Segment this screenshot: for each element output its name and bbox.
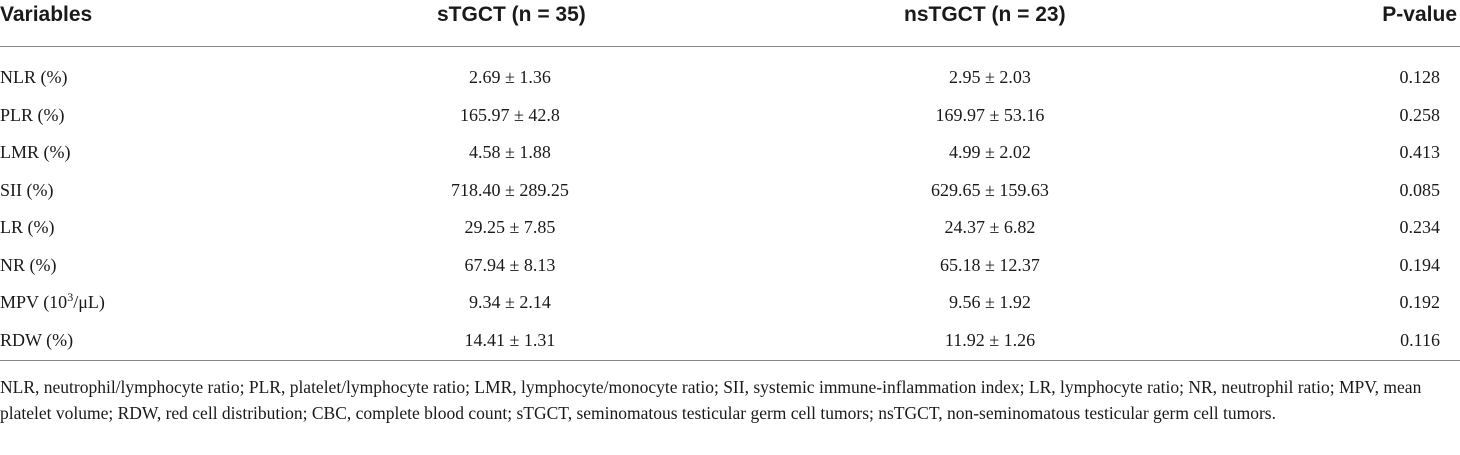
header-pvalue: P-value (1382, 3, 1457, 26)
data-table: Variables sTGCT (n = 35) nsTGCT (n = 23)… (0, 0, 1460, 359)
cell-pvalue: 0.116 (1400, 329, 1440, 350)
table-footnote: NLR, neutrophil/lymphocyte ratio; PLR, p… (0, 377, 1422, 423)
cell-pvalue: 0.234 (1399, 217, 1441, 237)
cell-stgct: 9.34 ± 2.14 (469, 292, 551, 312)
cell-nstgct: 169.97 ± 53.16 (935, 104, 1045, 125)
cell-variable: LMR (%) (0, 142, 71, 162)
cell-variable: NLR (%) (0, 67, 68, 87)
cell-nstgct: 4.99 ± 2.02 (949, 142, 1031, 162)
cell-nstgct: 629.65 ± 159.63 (931, 179, 1049, 200)
table-row: NR (%) 67.94 ± 8.13 65.18 ± 12.37 0.194 (0, 247, 1460, 285)
header-nstgct: nsTGCT (n = 23) (904, 3, 1066, 26)
cell-stgct: 67.94 ± 8.13 (464, 254, 556, 275)
cell-nstgct: 11.92 ± 1.26 (944, 329, 1036, 350)
table-row: LMR (%) 4.58 ± 1.88 4.99 ± 2.02 0.413 (0, 134, 1460, 172)
cell-variable-superscript: 3 (67, 290, 74, 304)
cell-stgct: 29.25 ± 7.85 (464, 217, 556, 237)
table-row: LR (%) 29.25 ± 7.85 24.37 ± 6.82 0.234 (0, 209, 1460, 247)
table-row: RDW (%) 14.41 ± 1.31 11.92 ± 1.26 0.116 (0, 322, 1460, 360)
cell-nstgct: 9.56 ± 1.92 (949, 292, 1031, 312)
cell-pvalue: 0.128 (1399, 67, 1441, 87)
table-row: PLR (%) 165.97 ± 42.8 169.97 ± 53.16 0.2… (0, 97, 1460, 135)
header-stgct: sTGCT (n = 35) (437, 3, 586, 26)
cell-stgct: 718.40 ± 289.25 (451, 179, 569, 200)
table-bottom-rule (0, 360, 1460, 361)
cell-stgct: 4.58 ± 1.88 (469, 142, 551, 162)
table-row: MPV (103/μL) 9.34 ± 2.14 9.56 ± 1.92 0.1… (0, 284, 1460, 322)
cell-stgct: 14.41 ± 1.31 (464, 329, 556, 350)
table-row: NLR (%) 2.69 ± 1.36 2.95 ± 2.03 0.128 (0, 59, 1460, 97)
cell-pvalue: 0.194 (1399, 254, 1441, 275)
cell-variable: NR (%) (0, 254, 57, 275)
cell-variable: PLR (%) (0, 104, 65, 125)
cell-pvalue: 0.413 (1399, 142, 1441, 162)
cell-pvalue: 0.258 (1399, 104, 1441, 125)
cell-variable-suffix: /μL) (73, 292, 105, 312)
table-row: SII (%) 718.40 ± 289.25 629.65 ± 159.63 … (0, 172, 1460, 210)
cell-nstgct: 24.37 ± 6.82 (944, 217, 1036, 237)
cell-variable: LR (%) (0, 217, 55, 237)
cell-variable: RDW (%) (0, 329, 74, 350)
cell-pvalue: 0.085 (1399, 179, 1441, 200)
cell-variable: SII (%) (0, 179, 54, 200)
cell-nstgct: 65.18 ± 12.37 (940, 254, 1040, 275)
cell-variable-prefix: MPV (10 (0, 292, 68, 312)
table-header-row: Variables sTGCT (n = 35) nsTGCT (n = 23)… (0, 0, 1460, 47)
header-variables: Variables (0, 3, 93, 26)
cell-stgct: 2.69 ± 1.36 (469, 67, 551, 87)
table-body: NLR (%) 2.69 ± 1.36 2.95 ± 2.03 0.128 PL… (0, 47, 1460, 359)
cell-nstgct: 2.95 ± 2.03 (949, 67, 1031, 87)
cell-stgct: 165.97 ± 42.8 (460, 104, 560, 125)
cell-variable: MPV (103/μL) (0, 284, 105, 322)
cell-pvalue: 0.192 (1399, 292, 1441, 312)
